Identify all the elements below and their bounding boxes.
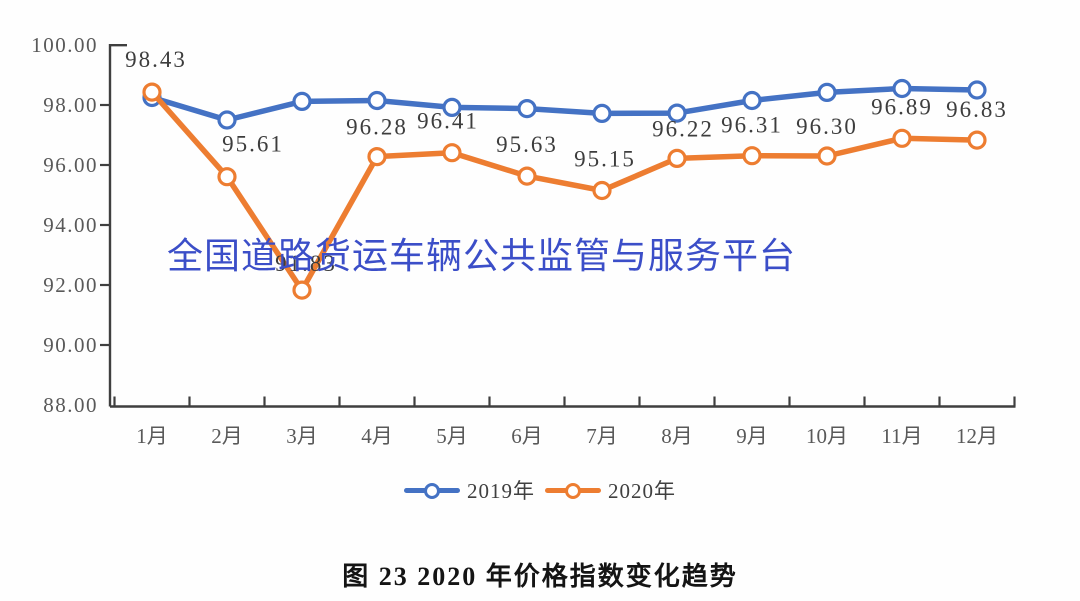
series-2019年-marker [367, 90, 387, 111]
series-2019年-marker [892, 78, 912, 99]
data-label-4月: 96.28 [346, 115, 408, 140]
x-tick-label: 7月 [586, 424, 618, 448]
series-2020年-line [149, 89, 980, 293]
series-2020年-marker [217, 167, 237, 187]
data-label-10月: 96.30 [796, 114, 858, 139]
x-tick-label: 9月 [736, 424, 768, 448]
legend-line-marker-icon [404, 483, 460, 499]
legend-item-2019年: 2019年 [404, 475, 535, 505]
series-2019年-marker [742, 90, 762, 111]
y-tick-label: 94.00 [43, 213, 98, 237]
series-2019年-marker [517, 98, 537, 119]
data-label-7月: 95.15 [574, 147, 636, 172]
series-2019年-marker [292, 91, 312, 112]
x-tick-label: 12月 [956, 424, 998, 448]
series-2019年-line [149, 85, 980, 123]
data-label-12月: 96.83 [946, 97, 1008, 122]
y-tick-label: 98.00 [43, 93, 98, 117]
legend-label: 2019年 [467, 479, 535, 503]
x-tick-label: 1月 [136, 424, 168, 448]
series-2020年-marker [742, 146, 762, 166]
x-tick-label: 4月 [361, 424, 393, 448]
price-index-line-chart: 100.00 98.00 96.00 94.00 92.00 90.00 88.00 1月 2月… [31, 33, 1016, 448]
y-tick-label: 100.00 [31, 33, 98, 57]
y-tick-label: 90.00 [43, 333, 98, 357]
series-2019年-marker [592, 103, 612, 124]
data-label-8月: 96.22 [652, 116, 714, 141]
x-tick-label: 11月 [881, 424, 922, 448]
x-tick-label: 8月 [661, 424, 693, 448]
data-label-6月: 95.63 [496, 132, 558, 157]
data-label-9月: 96.31 [721, 113, 783, 138]
series-2019年-marker [967, 80, 987, 100]
series-2020年-marker [967, 130, 987, 150]
x-tick-label: 2月 [211, 424, 243, 448]
series-2020年-marker [442, 143, 462, 163]
series-2020年-marker [667, 148, 687, 168]
data-label-5月: 96.41 [417, 109, 479, 134]
x-tick-label: 10月 [806, 424, 848, 448]
x-tick-label: 3月 [286, 424, 318, 448]
legend-label: 2020年 [608, 479, 676, 503]
legend-item-2020年: 2020年 [545, 475, 676, 505]
data-label-2月: 95.61 [222, 132, 284, 157]
series-2019年-marker [217, 110, 237, 130]
x-tick-label: 6月 [511, 424, 543, 448]
data-label-3月: 91.83 [275, 251, 337, 276]
series-2020年-marker [592, 180, 612, 201]
series-2019年-marker [817, 82, 837, 103]
data-label-11月: 96.89 [871, 94, 933, 119]
series-2020年-marker [367, 147, 387, 167]
series-2020年-marker [517, 166, 537, 186]
legend-line-marker-icon [545, 483, 601, 499]
watermark-text: 全国道路货运车辆公共监管与服务平台 [167, 235, 797, 276]
figure-caption: 图 23 2020 年价格指数变化趋势 [342, 562, 738, 591]
series-2020年-marker [142, 82, 162, 102]
data-label-1月: 98.43 [125, 47, 187, 72]
y-tick-label: 92.00 [43, 273, 98, 297]
series-2020年-marker [817, 146, 837, 166]
y-tick-label: 96.00 [43, 153, 98, 177]
series-2019年-marker [667, 103, 687, 123]
y-tick-label: 88.00 [43, 393, 98, 417]
series-2019年-marker [442, 97, 462, 118]
x-tick-label: 5月 [436, 424, 468, 448]
chart-legend: 2019年 2020年 [0, 474, 1080, 506]
series-2020年-marker [292, 280, 312, 300]
series-2020年-marker [892, 128, 912, 148]
